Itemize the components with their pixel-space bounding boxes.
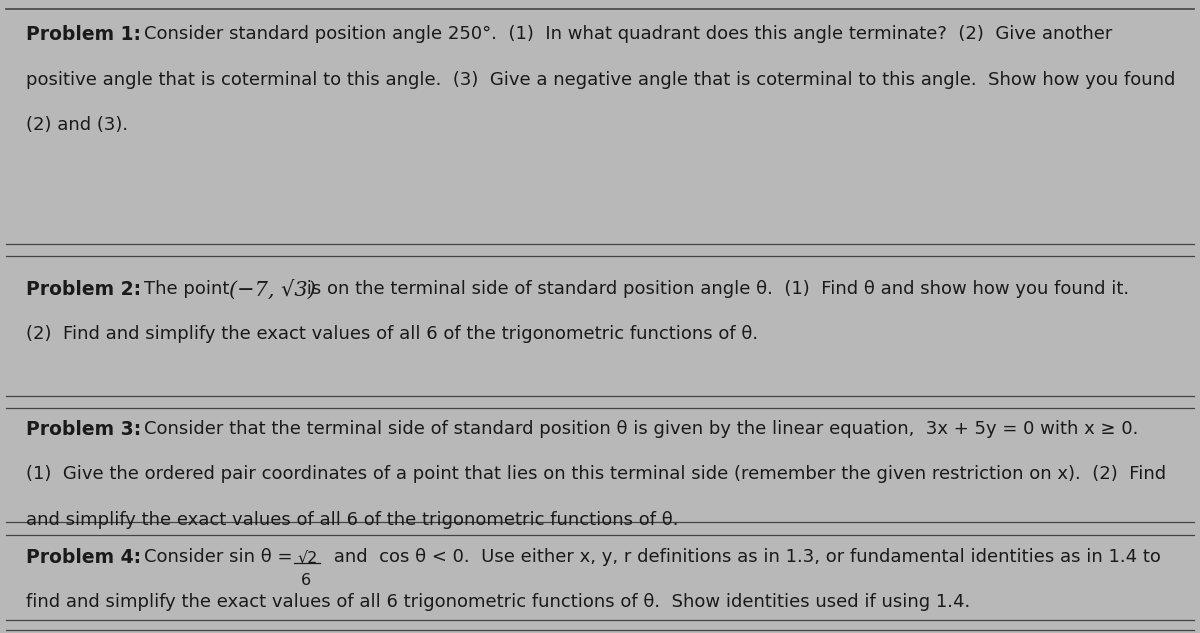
Text: (−7, √3): (−7, √3) xyxy=(229,280,316,300)
Text: Consider that the terminal side of standard position θ is given by the linear eq: Consider that the terminal side of stand… xyxy=(144,420,1139,437)
Text: positive angle that is coterminal to this angle.  (3)  Give a negative angle tha: positive angle that is coterminal to thi… xyxy=(26,71,1176,89)
Text: Problem 4:: Problem 4: xyxy=(26,548,142,567)
Text: √2: √2 xyxy=(298,551,318,566)
Text: Problem 1:: Problem 1: xyxy=(26,25,142,44)
Text: (2) and (3).: (2) and (3). xyxy=(26,116,128,134)
Text: Consider standard position angle 250°.  (1)  In what quadrant does this angle te: Consider standard position angle 250°. (… xyxy=(144,25,1112,43)
Text: (1)  Give the ordered pair coordinates of a point that lies on this terminal sid: (1) Give the ordered pair coordinates of… xyxy=(26,465,1166,483)
Text: Problem 2:: Problem 2: xyxy=(26,280,142,299)
Text: is on the terminal side of standard position angle θ.  (1)  Find θ and show how : is on the terminal side of standard posi… xyxy=(301,280,1129,298)
Text: (2)  Find and simplify the exact values of all 6 of the trigonometric functions : (2) Find and simplify the exact values o… xyxy=(26,325,758,343)
Text: Consider sin θ =: Consider sin θ = xyxy=(144,548,299,565)
Text: and  cos θ < 0.  Use either x, y, r definitions as in 1.3, or fundamental identi: and cos θ < 0. Use either x, y, r defini… xyxy=(328,548,1160,565)
Text: Problem 3:: Problem 3: xyxy=(26,420,142,439)
Text: and simplify the exact values of all 6 of the trigonometric functions of θ.: and simplify the exact values of all 6 o… xyxy=(26,511,679,529)
Text: find and simplify the exact values of all 6 trigonometric functions of θ.  Show : find and simplify the exact values of al… xyxy=(26,593,971,611)
Text: 6: 6 xyxy=(301,573,311,588)
Text: The point: The point xyxy=(144,280,235,298)
